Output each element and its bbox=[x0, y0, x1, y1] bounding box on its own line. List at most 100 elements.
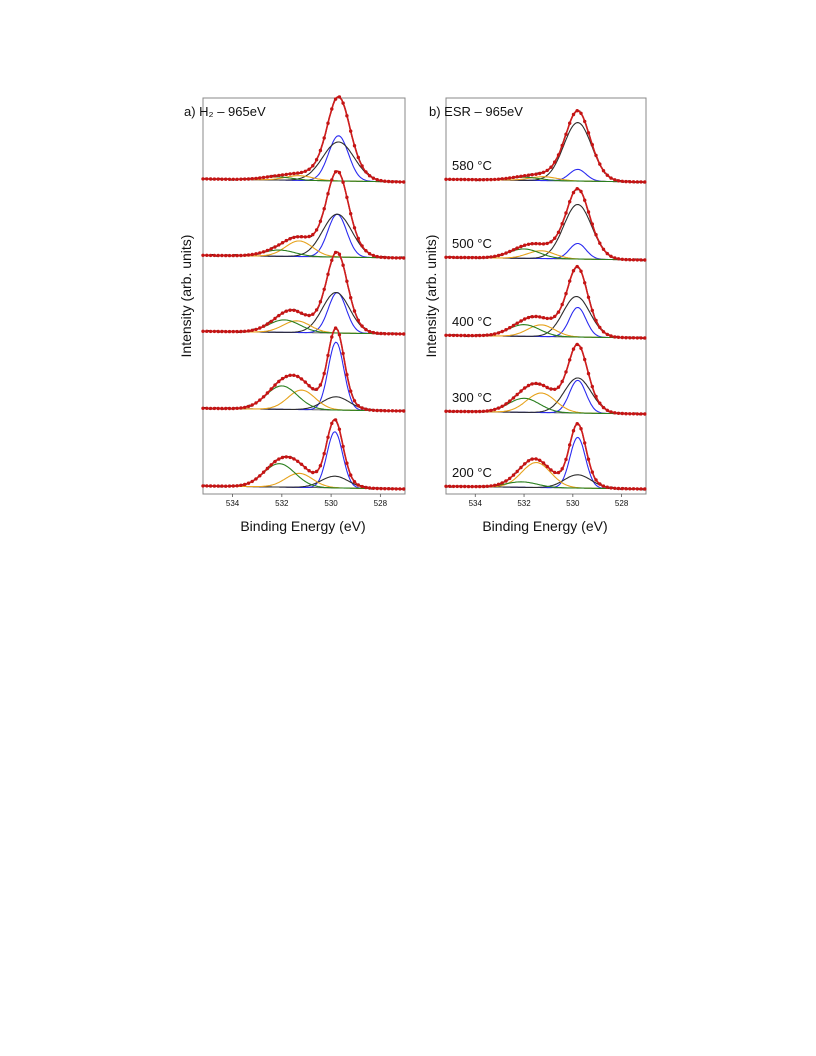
data-marker bbox=[390, 180, 395, 184]
data-marker bbox=[386, 179, 391, 184]
data-marker bbox=[390, 487, 395, 491]
data-marker bbox=[288, 308, 292, 312]
data-marker bbox=[288, 237, 292, 241]
data-marker bbox=[265, 248, 270, 253]
data-marker bbox=[296, 235, 300, 239]
data-marker bbox=[594, 478, 598, 482]
data-marker bbox=[489, 255, 493, 259]
data-marker bbox=[628, 336, 632, 340]
data-marker bbox=[375, 408, 379, 413]
data-marker bbox=[500, 481, 504, 485]
data-marker bbox=[523, 386, 527, 390]
data-marker bbox=[519, 244, 523, 249]
data-marker bbox=[371, 176, 376, 180]
data-marker bbox=[224, 177, 228, 181]
data-marker bbox=[254, 252, 258, 256]
data-marker bbox=[288, 172, 292, 176]
data-marker bbox=[579, 346, 583, 350]
data-marker bbox=[583, 281, 587, 285]
data-marker bbox=[478, 178, 482, 182]
data-marker bbox=[598, 401, 602, 405]
data-marker bbox=[246, 329, 251, 333]
data-marker bbox=[367, 252, 372, 256]
data-marker bbox=[292, 373, 296, 377]
data-marker bbox=[330, 335, 334, 339]
data-marker bbox=[299, 235, 304, 239]
data-marker bbox=[553, 160, 557, 164]
data-marker bbox=[216, 484, 220, 488]
data-marker bbox=[383, 332, 387, 336]
data-marker bbox=[364, 249, 368, 253]
data-marker bbox=[590, 384, 594, 389]
data-marker bbox=[383, 255, 387, 260]
data-marker bbox=[459, 255, 463, 260]
data-marker bbox=[326, 353, 330, 358]
data-marker bbox=[556, 310, 561, 314]
data-marker bbox=[601, 484, 606, 488]
data-marker bbox=[541, 170, 546, 174]
data-marker bbox=[556, 230, 561, 234]
data-marker bbox=[288, 455, 292, 460]
data-marker bbox=[583, 198, 587, 202]
data-marker bbox=[586, 371, 591, 376]
data-marker bbox=[571, 269, 576, 273]
data-marker bbox=[549, 316, 553, 320]
spectrum bbox=[444, 422, 647, 491]
data-marker bbox=[470, 409, 474, 414]
data-marker bbox=[556, 385, 561, 389]
data-marker bbox=[246, 253, 251, 257]
data-marker bbox=[220, 406, 224, 411]
data-marker bbox=[280, 376, 285, 381]
data-marker bbox=[299, 311, 304, 315]
data-marker bbox=[553, 470, 557, 475]
data-marker bbox=[605, 408, 609, 412]
data-marker bbox=[481, 255, 486, 260]
data-marker bbox=[470, 177, 474, 182]
data-marker bbox=[231, 177, 235, 181]
data-marker bbox=[643, 412, 647, 416]
temperature-label: 400 °C bbox=[452, 314, 492, 329]
data-marker bbox=[254, 477, 258, 481]
data-marker bbox=[448, 484, 452, 488]
panel-a-title: a) H₂ – 965eV bbox=[184, 104, 266, 119]
data-marker bbox=[444, 255, 448, 259]
data-marker bbox=[246, 404, 251, 409]
data-marker bbox=[451, 255, 456, 260]
data-marker bbox=[322, 451, 326, 456]
data-marker bbox=[402, 332, 406, 336]
data-marker bbox=[493, 332, 497, 336]
data-marker bbox=[383, 179, 387, 183]
data-marker bbox=[451, 177, 456, 182]
data-marker bbox=[553, 387, 557, 391]
x-tick-label: 530 bbox=[324, 499, 338, 508]
data-marker bbox=[364, 407, 368, 411]
data-marker bbox=[639, 487, 643, 491]
data-marker bbox=[212, 484, 217, 488]
data-marker bbox=[224, 329, 228, 334]
data-marker bbox=[299, 462, 304, 466]
data-marker bbox=[609, 334, 613, 338]
data-marker bbox=[519, 319, 523, 323]
data-marker bbox=[280, 241, 285, 245]
data-marker bbox=[205, 253, 209, 257]
data-marker bbox=[564, 370, 568, 374]
data-marker bbox=[616, 257, 621, 261]
data-marker bbox=[356, 318, 360, 322]
data-marker bbox=[448, 333, 452, 337]
data-marker bbox=[402, 487, 406, 491]
data-marker bbox=[624, 257, 628, 262]
data-marker bbox=[402, 256, 406, 260]
data-marker bbox=[523, 243, 527, 247]
data-marker bbox=[489, 408, 493, 413]
data-marker bbox=[250, 479, 254, 484]
data-marker bbox=[508, 326, 512, 330]
data-marker bbox=[590, 470, 594, 474]
data-marker bbox=[296, 171, 300, 175]
data-marker bbox=[466, 484, 471, 489]
data-marker bbox=[616, 335, 621, 339]
data-marker bbox=[265, 175, 270, 179]
data-marker bbox=[394, 487, 398, 491]
data-marker bbox=[314, 228, 319, 232]
data-marker bbox=[243, 405, 247, 410]
data-marker bbox=[613, 335, 617, 339]
